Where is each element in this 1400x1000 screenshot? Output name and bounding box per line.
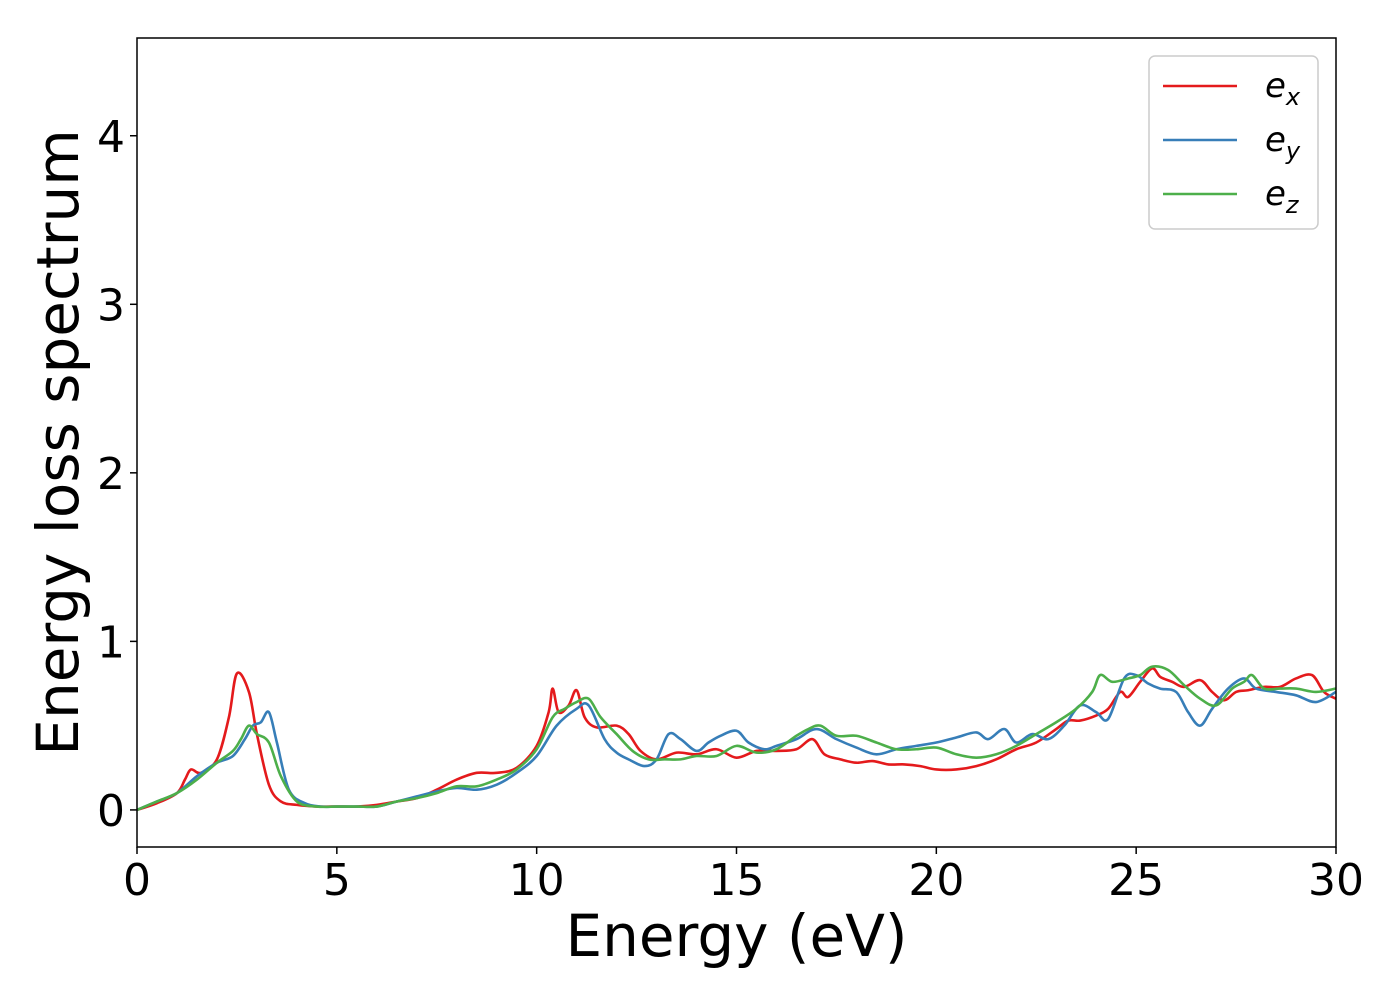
- series-layer: [137, 665, 1336, 812]
- series-line-ex: [137, 667, 1336, 812]
- y-axis-ticks: 0 1 2 3 4: [97, 112, 137, 837]
- x-tick-label: 25: [1108, 855, 1164, 906]
- y-tick-label: 3: [97, 280, 125, 331]
- y-tick-label: 2: [97, 449, 125, 500]
- plot-frame: [136, 37, 1337, 848]
- legend-label: ex: [1265, 66, 1301, 111]
- x-tick-label: 30: [1308, 855, 1364, 906]
- y-axis-label: Energy loss spectrum: [24, 129, 92, 755]
- legend-label: ey: [1265, 120, 1301, 165]
- y-tick-label: 1: [97, 617, 125, 668]
- x-tick-label: 10: [509, 855, 565, 906]
- series-line-ez: [137, 665, 1336, 812]
- x-axis-ticks: 0 5 10 15 20 25 30: [123, 847, 1364, 906]
- x-axis-label: Energy (eV): [565, 902, 907, 970]
- x-tick-label: 20: [908, 855, 964, 906]
- legend-label: ez: [1265, 174, 1300, 219]
- series-line-ey: [137, 672, 1336, 812]
- y-tick-label: 0: [97, 786, 125, 837]
- y-tick-label: 4: [97, 112, 125, 163]
- x-tick-label: 0: [123, 855, 151, 906]
- legend: ex ey ez: [1148, 55, 1319, 230]
- x-tick-label: 5: [323, 855, 351, 906]
- x-tick-label: 15: [709, 855, 765, 906]
- legend-box: [1148, 55, 1319, 230]
